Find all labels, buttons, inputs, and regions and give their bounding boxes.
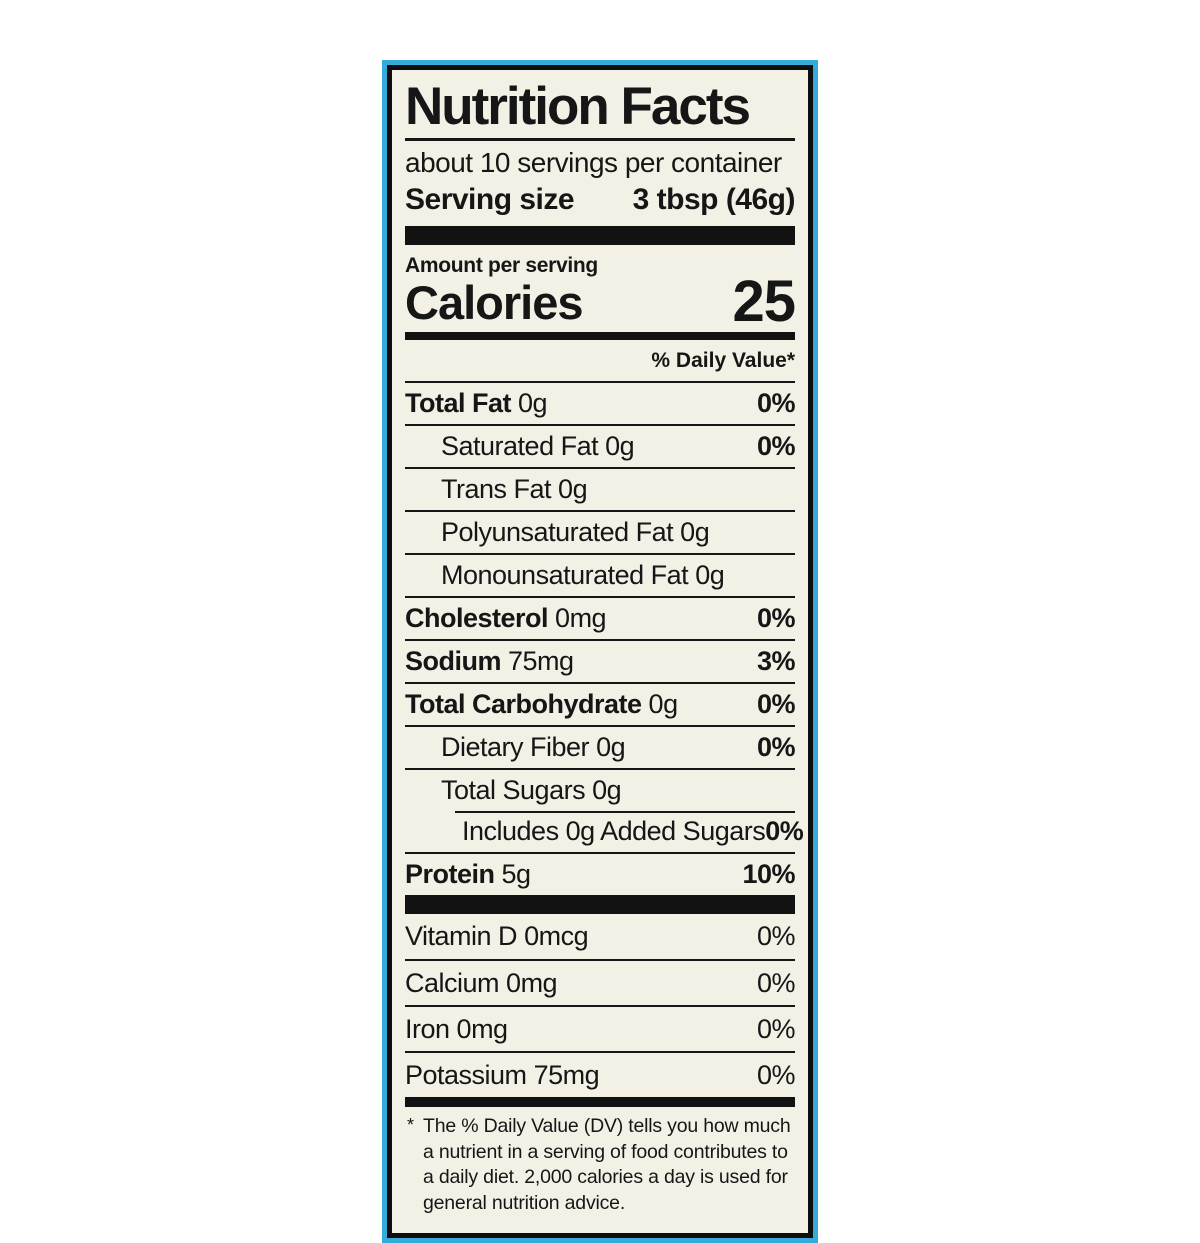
nutrient-row-total-sugars: Total Sugars 0g xyxy=(405,767,795,811)
nutrient-row-potassium: Potassium 75mg 0% xyxy=(405,1050,796,1097)
nutrient-amount: 0g xyxy=(596,731,626,762)
nutrient-name-amount: Trans Fat 0g xyxy=(441,473,588,505)
nutrient-name: Vitamin D xyxy=(405,920,518,951)
nutrient-row-trans-fat: Trans Fat 0g xyxy=(405,466,795,510)
calories-value: 25 xyxy=(732,269,796,335)
footnote-text: The % Daily Value (DV) tells you how muc… xyxy=(423,1114,791,1214)
nutrient-amount: 75mg xyxy=(533,1059,600,1090)
nutrient-daily-value: 0% xyxy=(756,602,796,633)
nutrient-row-sodium: Sodium 75mg 3% xyxy=(405,638,796,682)
nutrient-amount: 0mg xyxy=(456,1013,509,1044)
nutrient-name: Trans Fat xyxy=(441,473,552,504)
nutrient-name: Saturated Fat xyxy=(441,430,599,461)
nutrient-daily-value: 0% xyxy=(756,731,796,762)
calories-row: Calories 25 xyxy=(405,269,796,335)
nutrient-amount: 0mcg xyxy=(524,920,589,951)
nutrient-amount: 75mg xyxy=(508,645,574,676)
nutrient-name-amount: Calcium 0mg xyxy=(405,967,558,999)
nutrient-name: Polyunsaturated Fat xyxy=(441,516,674,547)
nutrient-amount: 0mg xyxy=(506,967,558,998)
nutrient-daily-value: 0% xyxy=(756,920,796,951)
nutrient-name-amount: Iron 0mg xyxy=(405,1014,508,1045)
nutrient-row-total-carbohydrate: Total Carbohydrate 0g 0% xyxy=(405,681,796,725)
nutrient-name: Total Fat xyxy=(405,387,512,418)
nutrient-name-amount: Potassium 75mg xyxy=(405,1059,600,1091)
nutrient-name-amount: Saturated Fat 0g xyxy=(441,430,635,462)
nutrient-row-calcium: Calcium 0mg 0% xyxy=(405,958,796,1005)
serving-size-label: Serving size xyxy=(405,183,575,217)
calories-divider-bar xyxy=(405,331,795,340)
nutrient-row-saturated-fat: Saturated Fat 0g 0% xyxy=(405,423,796,467)
nutrient-daily-value: 0% xyxy=(756,1059,796,1090)
nutrient-amount: 0g xyxy=(592,774,622,805)
nutrient-daily-value: 0% xyxy=(756,1013,796,1044)
nutrient-daily-value: 3% xyxy=(756,645,796,676)
thick-divider-bar-top xyxy=(405,226,795,246)
nutrient-name-amount: Includes 0g Added Sugars xyxy=(462,815,766,847)
nutrient-row-monounsaturated-fat: Monounsaturated Fat 0g xyxy=(405,552,795,596)
nutrient-row-total-fat: Total Fat 0g 0% xyxy=(405,380,796,424)
nutrient-name-amount: Polyunsaturated Fat 0g xyxy=(441,516,710,548)
nutrient-name: Iron xyxy=(405,1013,450,1044)
micronutrient-rows: Vitamin D 0mcg 0% Calcium 0mg 0% Iron 0mg 0% P… xyxy=(405,914,796,1097)
nutrient-row-vitamin-d: Vitamin D 0mcg 0% xyxy=(405,914,796,959)
nutrient-daily-value: 0% xyxy=(756,430,796,461)
nutrient-daily-value: 0% xyxy=(756,688,796,719)
calories-label: Calories xyxy=(405,275,583,329)
nutrient-row-dietary-fiber: Dietary Fiber 0g 0% xyxy=(405,724,796,768)
nutrient-row-cholesterol: Cholesterol 0mg 0% xyxy=(405,595,796,639)
nutrient-name: Sodium xyxy=(405,645,502,676)
nutrient-name-amount: Total Sugars 0g xyxy=(441,774,622,806)
nutrient-name: Total Sugars xyxy=(441,774,586,805)
footnote-asterisk: * xyxy=(407,1114,414,1135)
nutrient-daily-value: 0% xyxy=(756,967,796,998)
nutrient-daily-value: 0% xyxy=(756,387,796,418)
nutrient-name: Monounsaturated Fat xyxy=(441,559,689,590)
nutrient-name: Includes 0g Added Sugars xyxy=(462,815,766,846)
serving-size-value: 3 tbsp (46g) xyxy=(632,183,796,217)
nutrient-name-amount: Sodium 75mg xyxy=(405,646,574,677)
nutrient-amount: 0g xyxy=(558,473,588,504)
nutrient-name: Cholesterol xyxy=(405,602,549,633)
nutrient-amount: 0mg xyxy=(555,602,607,633)
nutrient-name-amount: Protein 5g xyxy=(405,859,531,890)
nutrient-name-amount: Total Fat 0g xyxy=(405,387,548,419)
footnote-divider-bar xyxy=(405,1096,795,1107)
nutrient-amount: 5g xyxy=(501,858,532,889)
label-title: Nutrition Facts xyxy=(405,77,751,136)
nutrient-name: Total Carbohydrate xyxy=(405,688,642,719)
nutrient-name-amount: Total Carbohydrate 0g xyxy=(405,689,678,720)
title-divider xyxy=(405,138,795,142)
nutrient-row-polyunsaturated-fat: Polyunsaturated Fat 0g xyxy=(405,509,795,553)
servings-per-container: about 10 servings per container xyxy=(405,147,782,179)
nutrient-name: Dietary Fiber xyxy=(441,731,590,762)
nutrient-row-iron: Iron 0mg 0% xyxy=(405,1004,796,1051)
nutrient-daily-value: 0% xyxy=(765,815,804,846)
nutrient-row-protein: Protein 5g 10% xyxy=(405,851,795,895)
nutrient-name-amount: Vitamin D 0mcg xyxy=(405,920,589,952)
nutrient-rows: Total Fat 0g 0% Saturated Fat 0g 0% Trans Fa… xyxy=(405,380,804,895)
nutrition-facts-label: Nutrition Facts about 10 servings per co… xyxy=(387,65,813,1238)
nutrient-name-amount: Monounsaturated Fat 0g xyxy=(441,559,725,591)
page-background: Nutrition Facts about 10 servings per co… xyxy=(382,60,818,1243)
nutrient-daily-value: 10% xyxy=(742,858,795,889)
nutrition-label-border: Nutrition Facts about 10 servings per co… xyxy=(382,60,818,1243)
nutrient-name-amount: Cholesterol 0mg xyxy=(405,602,607,634)
nutrient-amount: 0g xyxy=(680,516,710,547)
nutrient-name: Potassium xyxy=(405,1059,527,1090)
nutrient-name-amount: Dietary Fiber 0g xyxy=(441,731,626,763)
nutrient-amount: 0g xyxy=(695,559,725,590)
nutrient-amount: 0g xyxy=(648,688,679,719)
thick-divider-bar-bottom xyxy=(405,894,795,914)
nutrient-name: Protein xyxy=(405,858,495,889)
nutrient-amount: 0g xyxy=(518,387,548,418)
nutrient-amount: 0g xyxy=(605,430,635,461)
amount-per-serving-label: Amount per serving xyxy=(405,254,598,278)
daily-value-header: % Daily Value* xyxy=(651,348,795,372)
footnote: * The % Daily Value (DV) tells you how m… xyxy=(405,1107,795,1219)
nutrient-name: Calcium xyxy=(405,967,500,998)
nutrient-row-includes-0g-added-sugars: Includes 0g Added Sugars 0% xyxy=(405,810,804,852)
serving-size-row: Serving size 3 tbsp (46g) xyxy=(405,180,796,226)
